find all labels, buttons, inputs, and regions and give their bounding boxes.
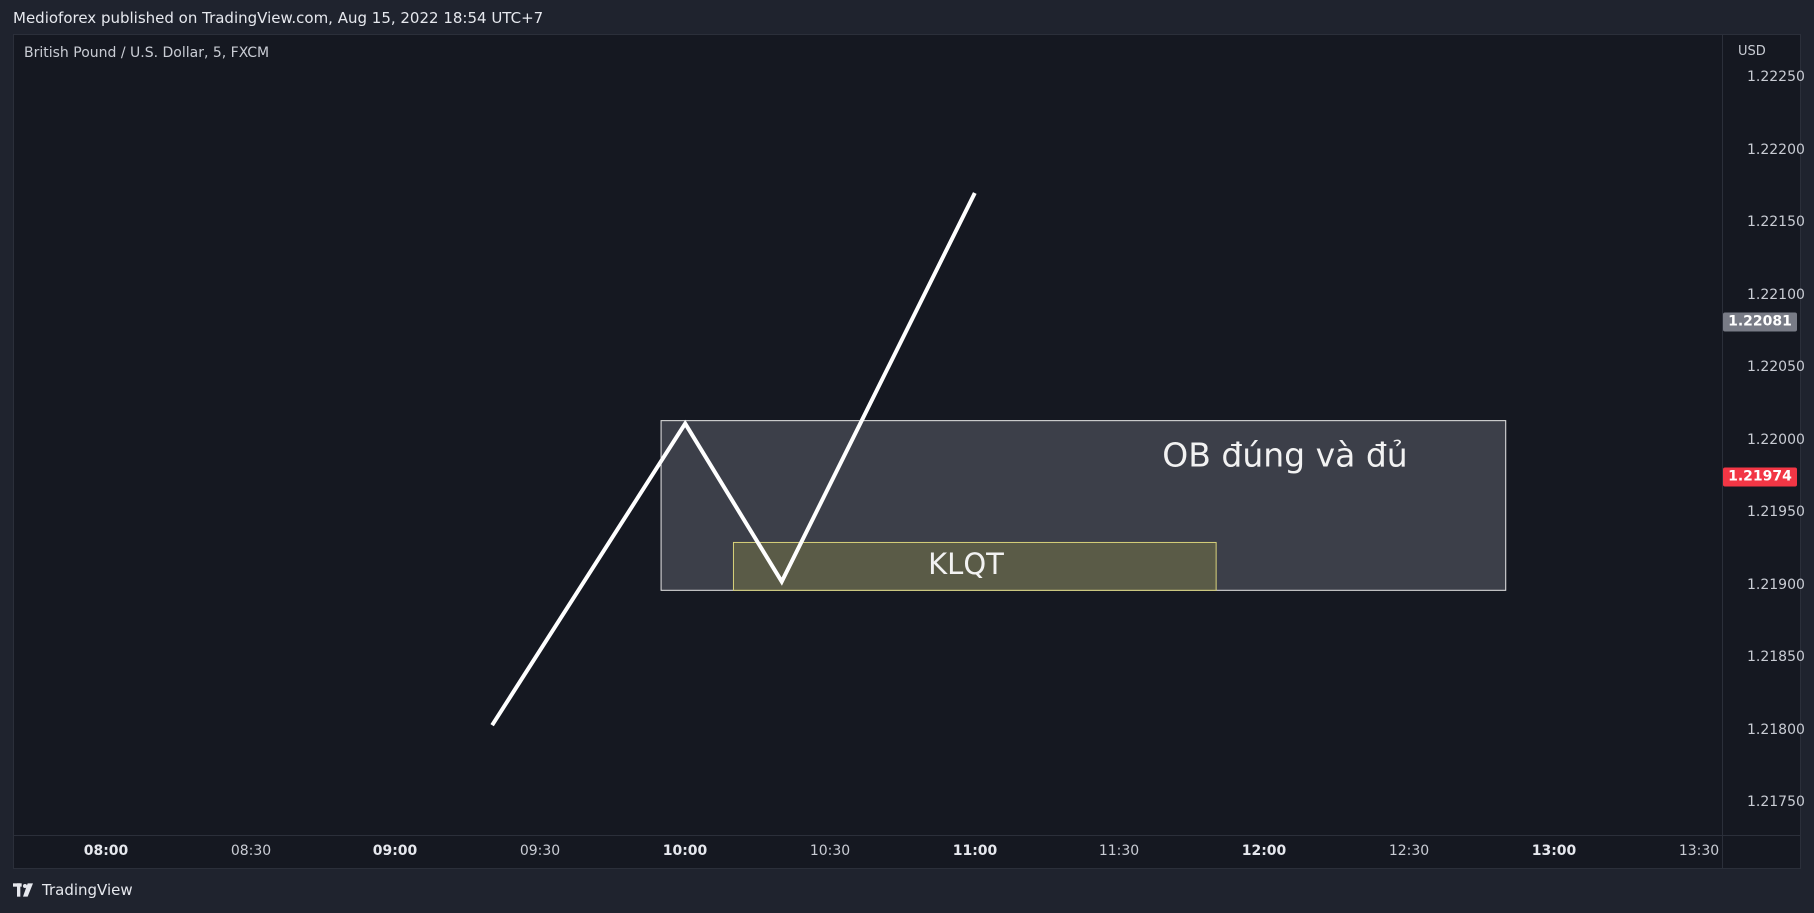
price-tick: 1.21750 (1747, 794, 1805, 810)
price-tick: 1.21950 (1747, 504, 1805, 520)
time-tick: 10:30 (809, 843, 851, 859)
time-tick: 13:30 (1678, 843, 1720, 859)
axis-corner (1722, 835, 1800, 868)
klqt-zone-rect[interactable] (732, 541, 1217, 591)
price-tick: 1.22200 (1747, 141, 1805, 158)
chart-drawings (490, 192, 1507, 727)
time-axis[interactable] (14, 835, 1722, 868)
time-tick: 08:00 (83, 843, 129, 859)
time-tick: 09:30 (519, 843, 561, 859)
last-price-badge: 1.21974 (1723, 467, 1797, 487)
footer-branding: TradingView (13, 881, 133, 899)
tradingview-logo-icon (13, 883, 33, 897)
published-info: Medioforex published on TradingView.com,… (13, 9, 544, 27)
price-tick: 1.22050 (1747, 359, 1805, 375)
price-tick: 1.21900 (1747, 576, 1805, 593)
price-tick: 1.22000 (1747, 431, 1805, 448)
zigzag-trend-line[interactable] (490, 192, 977, 727)
price-tick: 1.22150 (1747, 214, 1805, 230)
price-axis[interactable] (1722, 35, 1800, 835)
price-tick: 1.21850 (1747, 649, 1805, 665)
time-tick: 08:30 (230, 843, 272, 859)
time-tick: 11:30 (1098, 843, 1140, 859)
ob-zone-label: OB đúng và đủ (1162, 435, 1408, 475)
time-tick: 11:00 (952, 843, 998, 859)
price-tick: 1.21800 (1747, 721, 1805, 738)
symbol-title: British Pound / U.S. Dollar, 5, FXCM (24, 45, 270, 61)
price-tick: 1.22100 (1747, 286, 1805, 303)
time-tick: 10:00 (662, 843, 708, 859)
current-price-badge: 1.22081 (1723, 312, 1797, 332)
chart-panel[interactable]: British Pound / U.S. Dollar, 5, FXCM USD… (13, 34, 1805, 869)
tradingview-brand: TradingView (42, 881, 133, 899)
klqt-zone-label: KLQT (928, 547, 1004, 581)
time-tick: 13:00 (1531, 843, 1577, 859)
currency-label: USD (1738, 44, 1766, 59)
time-tick: 12:30 (1388, 843, 1430, 859)
time-tick: 12:00 (1241, 843, 1287, 859)
price-tick: 1.22250 (1747, 69, 1805, 85)
plot-area[interactable] (14, 35, 1722, 835)
time-tick: 09:00 (372, 843, 418, 859)
